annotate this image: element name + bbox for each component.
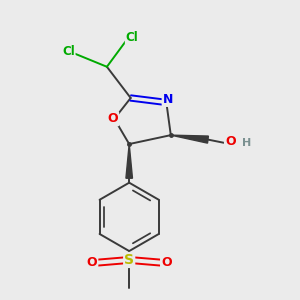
Polygon shape [126,144,133,178]
Text: O: O [87,256,98,269]
Text: S: S [124,253,134,267]
Text: Cl: Cl [62,45,75,58]
Text: N: N [163,93,173,106]
Text: Cl: Cl [126,31,139,44]
Text: H: H [242,138,251,148]
Text: O: O [161,256,172,269]
Text: O: O [107,112,118,125]
Text: O: O [225,135,236,148]
Polygon shape [171,135,208,143]
